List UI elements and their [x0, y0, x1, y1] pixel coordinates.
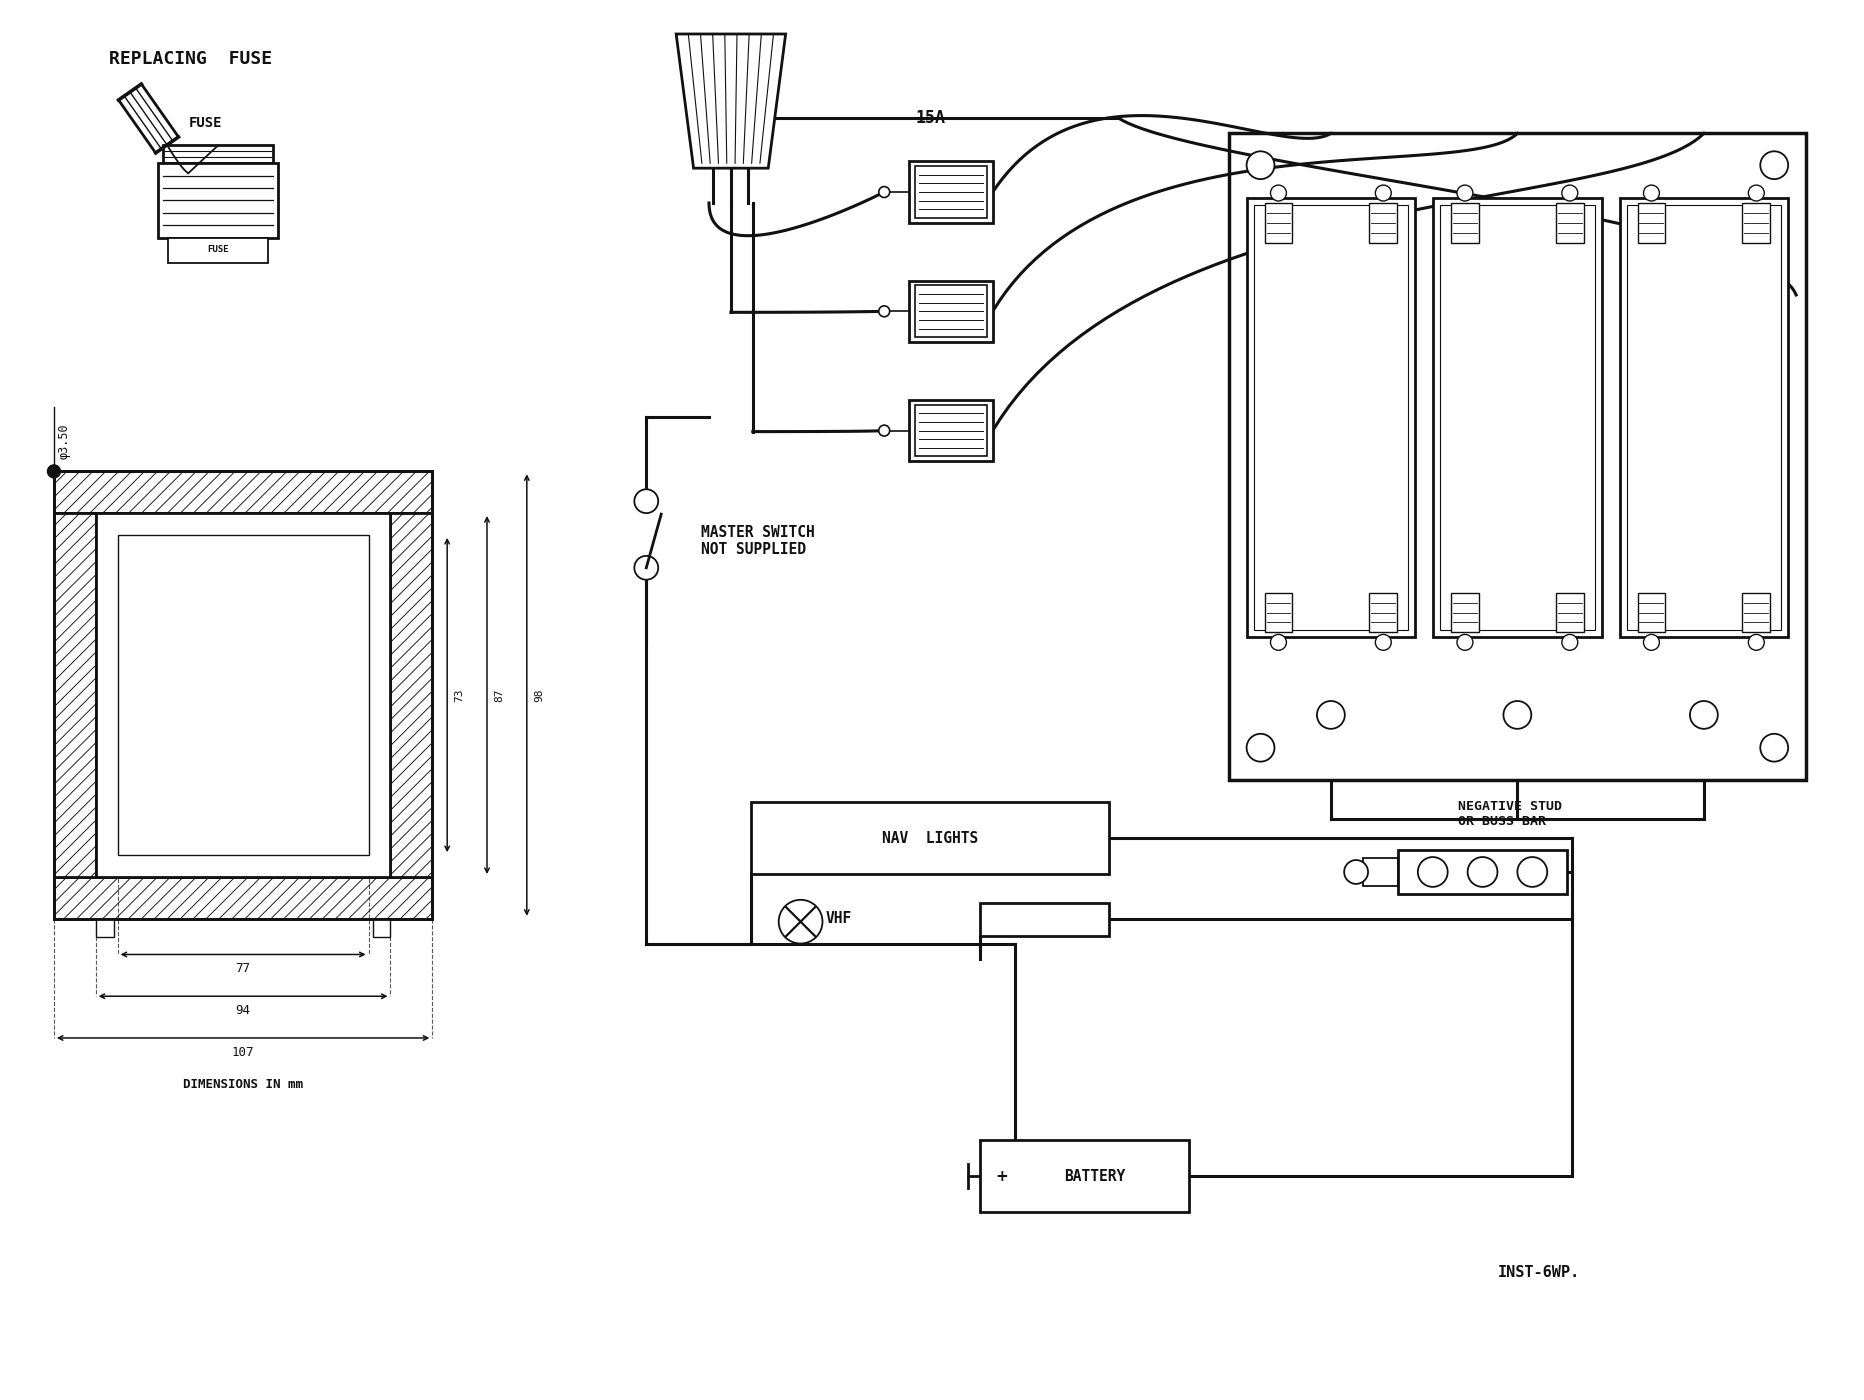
Circle shape — [1560, 185, 1577, 202]
Circle shape — [1760, 734, 1788, 762]
Circle shape — [1374, 634, 1391, 650]
Bar — [1368, 592, 1396, 633]
Bar — [908, 400, 992, 462]
Bar — [1363, 858, 1398, 886]
Text: 87: 87 — [494, 689, 503, 701]
Circle shape — [1747, 185, 1763, 202]
Bar — [95, 514, 390, 876]
Circle shape — [1747, 634, 1763, 650]
Circle shape — [779, 900, 822, 944]
Bar — [54, 876, 432, 918]
Bar — [95, 918, 114, 937]
Text: NAV  LIGHTS: NAV LIGHTS — [882, 830, 977, 846]
Bar — [168, 238, 268, 263]
Circle shape — [1760, 151, 1788, 179]
Bar — [979, 1141, 1187, 1212]
Text: VHF: VHF — [826, 911, 852, 927]
Text: 15A: 15A — [915, 109, 945, 127]
Circle shape — [878, 426, 889, 435]
Bar — [1253, 204, 1407, 630]
Polygon shape — [677, 34, 785, 168]
Bar — [1264, 592, 1292, 633]
Bar — [1555, 203, 1583, 242]
Text: BATTERY: BATTERY — [1062, 1169, 1124, 1183]
Circle shape — [634, 489, 658, 514]
Bar — [1637, 203, 1665, 242]
Text: INST-6WP.: INST-6WP. — [1497, 1264, 1579, 1280]
Text: FUSE: FUSE — [207, 245, 229, 255]
Circle shape — [1245, 734, 1273, 762]
Bar — [1228, 133, 1804, 780]
Bar — [1637, 592, 1665, 633]
Bar — [915, 286, 986, 337]
Circle shape — [1245, 151, 1273, 179]
Text: REPLACING  FUSE: REPLACING FUSE — [108, 50, 272, 67]
Bar — [1625, 204, 1780, 630]
Bar — [1432, 197, 1601, 637]
Bar — [1450, 203, 1478, 242]
Text: MASTER SWITCH
NOT SUPPLIED: MASTER SWITCH NOT SUPPLIED — [701, 525, 815, 557]
Bar — [1245, 197, 1415, 637]
Circle shape — [1642, 634, 1659, 650]
Bar — [1741, 203, 1769, 242]
Circle shape — [1269, 185, 1286, 202]
Circle shape — [1502, 701, 1530, 729]
Bar — [908, 280, 992, 342]
Text: SUPPLIED
CONNECTOR: SUPPLIED CONNECTOR — [692, 42, 770, 76]
Bar — [908, 161, 992, 223]
Circle shape — [1517, 857, 1547, 886]
Circle shape — [1560, 634, 1577, 650]
Text: 107: 107 — [231, 1046, 254, 1058]
Circle shape — [1642, 185, 1659, 202]
Bar — [164, 146, 272, 164]
Bar — [1439, 204, 1594, 630]
Bar — [1555, 592, 1583, 633]
Text: 77: 77 — [235, 962, 250, 976]
Circle shape — [1374, 185, 1391, 202]
Circle shape — [878, 305, 889, 316]
Bar — [117, 535, 369, 855]
Circle shape — [1344, 860, 1368, 883]
Bar — [915, 167, 986, 218]
Bar — [1450, 592, 1478, 633]
Bar — [1618, 197, 1788, 637]
Bar — [373, 918, 390, 937]
Text: DIMENSIONS IN mm: DIMENSIONS IN mm — [183, 1078, 304, 1091]
Bar — [1368, 203, 1396, 242]
Circle shape — [47, 465, 60, 477]
Bar — [54, 472, 432, 918]
Circle shape — [1456, 634, 1473, 650]
Text: +: + — [995, 1169, 1008, 1183]
Bar — [1398, 850, 1566, 893]
Text: 98: 98 — [533, 689, 544, 701]
Bar — [915, 405, 986, 456]
Bar — [979, 903, 1109, 935]
Circle shape — [1316, 701, 1344, 729]
Circle shape — [1417, 857, 1446, 886]
Circle shape — [1269, 634, 1286, 650]
Bar — [390, 514, 432, 876]
Polygon shape — [119, 84, 179, 153]
Bar — [54, 472, 432, 514]
Text: φ3.50: φ3.50 — [58, 424, 71, 459]
Bar — [751, 802, 1109, 874]
Text: 73: 73 — [455, 689, 464, 701]
Circle shape — [1689, 701, 1717, 729]
Circle shape — [1467, 857, 1497, 886]
Bar — [158, 164, 278, 238]
Text: 94: 94 — [235, 1004, 250, 1018]
Circle shape — [878, 186, 889, 197]
Circle shape — [634, 556, 658, 580]
Text: FUSE: FUSE — [188, 116, 222, 130]
Bar — [1264, 203, 1292, 242]
Bar — [1741, 592, 1769, 633]
Circle shape — [1456, 185, 1473, 202]
Bar — [54, 514, 95, 876]
Text: NEGATIVE STUD
OR BUSS BAR: NEGATIVE STUD OR BUSS BAR — [1458, 801, 1560, 829]
